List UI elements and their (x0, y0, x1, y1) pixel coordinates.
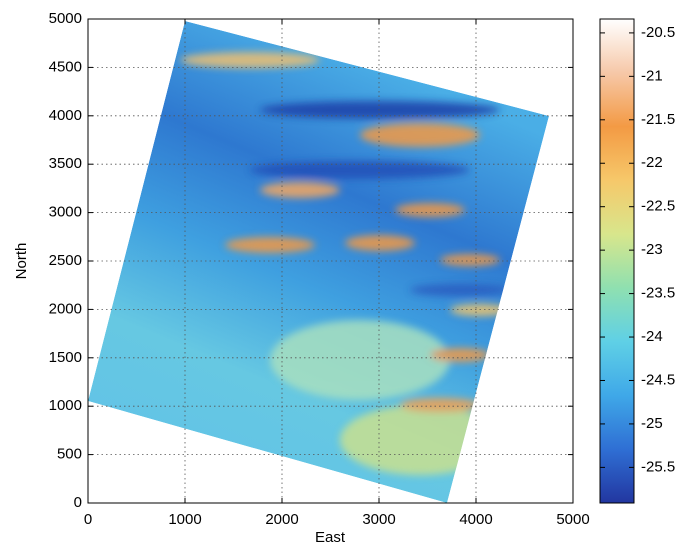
y-tick-label: 4500 (49, 58, 82, 75)
y-tick-label: 1000 (49, 397, 82, 414)
y-axis-label: North (13, 243, 30, 280)
y-tick-label: 4000 (49, 107, 82, 124)
colorbar-tick-label: -25.5 (641, 458, 675, 475)
x-tick-label: 4000 (459, 511, 492, 528)
colorbar-tick-label: -20.5 (641, 24, 675, 41)
colorbar-tick-label: -21 (641, 67, 663, 84)
x-tick-label: 3000 (362, 511, 395, 528)
colorbar-tick-label: -23.5 (641, 285, 675, 302)
y-tick-label: 500 (57, 446, 82, 463)
y-tick-label: 3000 (49, 204, 82, 221)
colorbar-tick-label: -23 (641, 241, 663, 258)
x-tick-label: 0 (84, 511, 92, 528)
y-tick-label: 3500 (49, 155, 82, 172)
colorbar-tick-label: -22 (641, 154, 663, 171)
x-tick-label: 1000 (168, 511, 201, 528)
y-tick-label: 1500 (49, 349, 82, 366)
survey-image (88, 21, 549, 503)
plot-frame (87, 18, 574, 504)
y-tick-label: 2000 (49, 300, 82, 317)
y-tick-label: 0 (74, 494, 82, 511)
colorbar-tick-label: -25 (641, 415, 663, 432)
colorbar-tick-label: -21.5 (641, 111, 675, 128)
x-axis-label: East (315, 529, 346, 546)
colorbar (599, 18, 635, 504)
colorbar-tick-label: -22.5 (641, 198, 675, 215)
x-tick-label: 5000 (556, 511, 589, 528)
colorbar-tick-label: -24.5 (641, 371, 675, 388)
colorbar-tick-label: -24 (641, 328, 663, 345)
y-tick-label: 5000 (49, 10, 82, 27)
x-tick-label: 2000 (265, 511, 298, 528)
y-tick-label: 2500 (49, 252, 82, 269)
